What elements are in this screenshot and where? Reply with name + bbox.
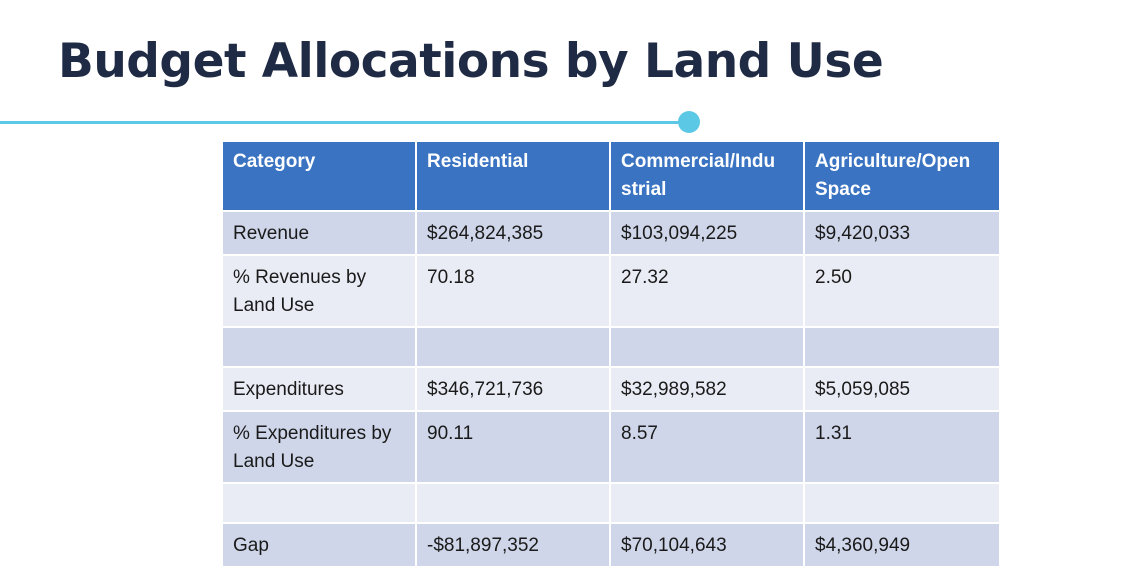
table-cell: $264,824,385 bbox=[415, 210, 611, 256]
table-cell: $32,989,582 bbox=[609, 366, 805, 412]
table-cell: 8.57 bbox=[609, 410, 805, 484]
table-cell bbox=[221, 482, 417, 524]
table-cell: Expenditures bbox=[221, 366, 417, 412]
table-cell: $5,059,085 bbox=[803, 366, 1001, 412]
table-cell: 70.18 bbox=[415, 254, 611, 328]
table-cell: % Revenues by Land Use bbox=[221, 254, 417, 328]
table-cell bbox=[609, 326, 805, 368]
table-row-empty bbox=[221, 326, 1001, 368]
table-cell: -$81,897,352 bbox=[415, 522, 611, 568]
table-cell: $4,360,949 bbox=[803, 522, 1001, 568]
table-cell bbox=[415, 326, 611, 368]
table-cell bbox=[803, 326, 1001, 368]
table-cell: $346,721,736 bbox=[415, 366, 611, 412]
table-cell: Revenue bbox=[221, 210, 417, 256]
table-cell: $9,420,033 bbox=[803, 210, 1001, 256]
table-cell bbox=[803, 482, 1001, 524]
table-row: Gap -$81,897,352 $70,104,643 $4,360,949 bbox=[221, 522, 1001, 568]
slide-title: Budget Allocations by Land Use bbox=[58, 34, 884, 89]
table-cell: Gap bbox=[221, 522, 417, 568]
table-cell: 90.11 bbox=[415, 410, 611, 484]
budget-table: Category Residential Commercial/Indu str… bbox=[221, 140, 1001, 568]
table-row: % Revenues by Land Use 70.18 27.32 2.50 bbox=[221, 254, 1001, 328]
table-cell: $70,104,643 bbox=[609, 522, 805, 568]
table-row-empty bbox=[221, 482, 1001, 524]
table-cell: % Expenditures by Land Use bbox=[221, 410, 417, 484]
table-cell: 2.50 bbox=[803, 254, 1001, 328]
header-commercial-industrial: Commercial/Indu strial bbox=[609, 140, 805, 212]
table-cell: $103,094,225 bbox=[609, 210, 805, 256]
table-cell: 1.31 bbox=[803, 410, 1001, 484]
table-cell bbox=[609, 482, 805, 524]
header-residential: Residential bbox=[415, 140, 611, 212]
header-category: Category bbox=[221, 140, 417, 212]
table-cell bbox=[221, 326, 417, 368]
table-cell: 27.32 bbox=[609, 254, 805, 328]
table-row: Revenue $264,824,385 $103,094,225 $9,420… bbox=[221, 210, 1001, 256]
table-row: % Expenditures by Land Use 90.11 8.57 1.… bbox=[221, 410, 1001, 484]
accent-dot bbox=[678, 111, 700, 133]
table-header-row: Category Residential Commercial/Indu str… bbox=[221, 140, 1001, 212]
table-cell bbox=[415, 482, 611, 524]
header-agriculture-open-space: Agriculture/Open Space bbox=[803, 140, 1001, 212]
table-row: Expenditures $346,721,736 $32,989,582 $5… bbox=[221, 366, 1001, 412]
accent-line bbox=[0, 121, 690, 124]
